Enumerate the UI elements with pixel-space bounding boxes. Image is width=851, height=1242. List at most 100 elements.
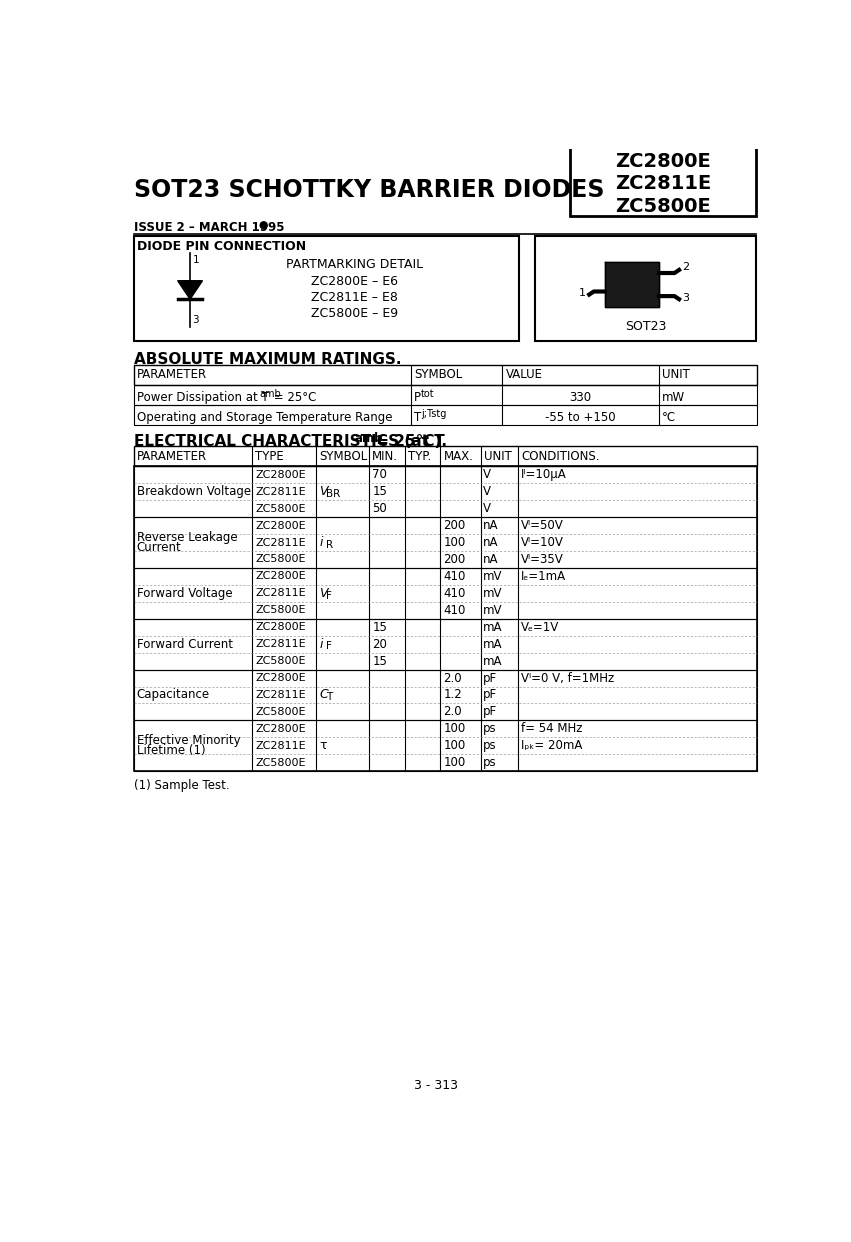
Text: nA: nA: [483, 553, 499, 566]
Text: mA: mA: [483, 621, 503, 633]
Text: ZC5800E: ZC5800E: [255, 605, 306, 615]
Bar: [134, 720, 757, 771]
Text: Iₚₖ= 20mA: Iₚₖ= 20mA: [521, 739, 582, 753]
Text: SYMBOL: SYMBOL: [319, 450, 368, 463]
Bar: [134, 466, 757, 771]
Text: 100: 100: [443, 756, 465, 769]
Bar: [134, 517, 757, 568]
Text: Forward Voltage: Forward Voltage: [137, 586, 232, 600]
Text: V: V: [483, 486, 491, 498]
Text: 20: 20: [372, 637, 387, 651]
Text: 410: 410: [443, 570, 465, 582]
Text: pF: pF: [483, 705, 497, 718]
Text: mW: mW: [662, 391, 685, 404]
Text: nA: nA: [483, 537, 499, 549]
Text: pF: pF: [483, 672, 497, 684]
Text: mV: mV: [483, 570, 503, 582]
Text: pF: pF: [483, 688, 497, 702]
Text: 100: 100: [443, 537, 465, 549]
Text: ZC5800E: ZC5800E: [255, 503, 306, 514]
Text: Current: Current: [137, 542, 181, 554]
Text: V: V: [319, 586, 328, 600]
Text: f= 54 MHz: f= 54 MHz: [521, 723, 582, 735]
Bar: [134, 405, 757, 425]
Text: ZC2800E: ZC2800E: [615, 152, 711, 171]
Text: PARTMARKING DETAIL: PARTMARKING DETAIL: [286, 257, 423, 271]
Text: SYMBOL: SYMBOL: [414, 369, 462, 381]
Text: 2.0: 2.0: [443, 705, 462, 718]
Text: ZC2800E: ZC2800E: [255, 520, 306, 530]
Text: mV: mV: [483, 586, 503, 600]
Text: ZC2811E: ZC2811E: [255, 589, 306, 599]
Text: V: V: [483, 502, 491, 515]
Bar: [134, 568, 757, 619]
Text: PARAMETER: PARAMETER: [137, 450, 207, 463]
Text: ZC2811E – E8: ZC2811E – E8: [311, 291, 397, 304]
Text: 3 - 313: 3 - 313: [414, 1078, 458, 1092]
Bar: [134, 669, 757, 720]
Text: mA: mA: [483, 655, 503, 668]
Text: Vᴵ=50V: Vᴵ=50V: [521, 519, 563, 532]
Text: °C: °C: [662, 411, 677, 424]
Text: F: F: [327, 591, 333, 601]
Text: j;Tstg: j;Tstg: [421, 410, 447, 420]
Bar: [134, 466, 757, 517]
Text: Iᴵ=10μA: Iᴵ=10μA: [521, 468, 567, 481]
Text: 100: 100: [443, 739, 465, 753]
Text: SOT23 SCHOTTKY BARRIER DIODES: SOT23 SCHOTTKY BARRIER DIODES: [134, 178, 604, 201]
Text: TYPE: TYPE: [255, 450, 284, 463]
Text: MIN.: MIN.: [372, 450, 398, 463]
Text: ZC2811E: ZC2811E: [255, 640, 306, 650]
Text: ZC2811E: ZC2811E: [255, 740, 306, 751]
Bar: [134, 385, 757, 405]
Text: ZC2800E: ZC2800E: [255, 571, 306, 581]
Text: mV: mV: [483, 604, 503, 617]
Text: ZC2811E: ZC2811E: [255, 487, 306, 497]
Text: 100: 100: [443, 723, 465, 735]
Bar: [134, 446, 757, 466]
Text: ZC2800E: ZC2800E: [255, 622, 306, 632]
Text: CONDITIONS.: CONDITIONS.: [521, 450, 599, 463]
Text: Operating and Storage Temperature Range: Operating and Storage Temperature Range: [137, 411, 392, 424]
Text: ZC2800E: ZC2800E: [255, 673, 306, 683]
Text: ISSUE 2 – MARCH 1995: ISSUE 2 – MARCH 1995: [134, 221, 284, 235]
Text: P: P: [414, 391, 421, 404]
Text: ZC2811E: ZC2811E: [255, 691, 306, 700]
Bar: [570, 140, 756, 216]
Text: Vᴵ=35V: Vᴵ=35V: [521, 553, 563, 566]
Text: Lifetime (1): Lifetime (1): [137, 744, 205, 758]
Text: (1) Sample Test.: (1) Sample Test.: [134, 779, 229, 792]
Text: F: F: [327, 641, 333, 652]
Text: ZC5800E: ZC5800E: [255, 758, 306, 768]
Text: ZC5800E: ZC5800E: [255, 656, 306, 666]
Text: ZC5800E – E9: ZC5800E – E9: [311, 307, 398, 320]
Text: 3: 3: [192, 315, 199, 325]
Polygon shape: [605, 262, 659, 307]
Text: 410: 410: [443, 586, 465, 600]
Bar: [535, 236, 756, 340]
Text: = 25°C).: = 25°C).: [371, 433, 448, 448]
Text: 330: 330: [569, 391, 591, 404]
Bar: [134, 236, 519, 340]
Text: nA: nA: [483, 519, 499, 532]
Text: Reverse Leakage: Reverse Leakage: [137, 532, 237, 544]
Bar: [134, 619, 757, 669]
Text: 200: 200: [443, 553, 465, 566]
Text: DIODE PIN CONNECTION: DIODE PIN CONNECTION: [137, 240, 306, 253]
Text: 2: 2: [683, 262, 689, 272]
Text: ABSOLUTE MAXIMUM RATINGS.: ABSOLUTE MAXIMUM RATINGS.: [134, 353, 401, 368]
Text: MAX.: MAX.: [443, 450, 473, 463]
Text: τ: τ: [319, 739, 327, 753]
Text: mA: mA: [483, 637, 503, 651]
Text: 15: 15: [372, 486, 387, 498]
Text: Capacitance: Capacitance: [137, 688, 209, 702]
Text: ZC2811E: ZC2811E: [255, 538, 306, 548]
Text: UNIT: UNIT: [484, 450, 511, 463]
Text: ZC5800E: ZC5800E: [615, 196, 711, 216]
Text: 1: 1: [579, 288, 586, 298]
Text: ZC2800E: ZC2800E: [255, 724, 306, 734]
Text: C: C: [319, 688, 328, 702]
Text: ps: ps: [483, 723, 497, 735]
Text: 50: 50: [372, 502, 387, 515]
Text: 15: 15: [372, 655, 387, 668]
